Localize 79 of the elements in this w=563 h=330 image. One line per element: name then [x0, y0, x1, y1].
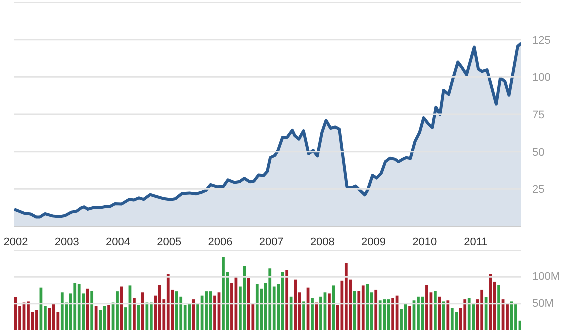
bar [442, 302, 446, 330]
bar [450, 308, 454, 330]
bar [294, 280, 297, 330]
x-tick-label: 2006 [208, 236, 233, 248]
bar [188, 304, 192, 330]
bar [90, 291, 94, 330]
bar [464, 300, 467, 330]
bar [116, 292, 119, 330]
bar [290, 296, 293, 330]
bar [74, 283, 77, 330]
bar [78, 284, 81, 330]
bar [353, 291, 356, 330]
bar [302, 302, 306, 330]
bar [417, 296, 420, 330]
y-tick-label: 100 [532, 72, 551, 84]
bar [455, 312, 458, 330]
bar [268, 268, 272, 330]
x-tick-label: 2009 [362, 236, 386, 248]
bar [320, 296, 322, 330]
bar [446, 300, 450, 330]
bar [383, 300, 386, 330]
bar [374, 290, 378, 330]
x-tick-label: 2003 [54, 236, 80, 248]
x-tick-label: 2004 [106, 236, 130, 248]
y-tick-label: 25 [532, 184, 545, 196]
bar [36, 310, 38, 330]
bar [222, 257, 225, 330]
bar [27, 302, 30, 330]
x-tick-label: 2010 [412, 236, 438, 248]
bar [205, 292, 208, 330]
x-tick-label: 2008 [310, 236, 335, 248]
y-tick-label: 100M [532, 271, 560, 284]
bar [484, 297, 488, 330]
bar [378, 300, 382, 330]
x-tick-label: 2011 [464, 236, 488, 248]
bar [133, 298, 136, 330]
bar [243, 266, 246, 330]
bar [150, 302, 153, 330]
x-tick-label: 2002 [4, 236, 28, 248]
y-tick-label: 125 [532, 34, 551, 47]
bar [86, 288, 90, 330]
bar [175, 292, 178, 330]
bar [247, 278, 250, 330]
bar [498, 285, 500, 330]
bar [434, 291, 437, 330]
y-tick-label: 50M [532, 298, 554, 310]
x-tick-label: 2005 [157, 236, 182, 248]
bar [166, 274, 170, 330]
bar [52, 304, 56, 330]
bar [311, 298, 314, 330]
bar [514, 304, 518, 330]
bar [328, 294, 331, 330]
bar [158, 285, 162, 330]
bar [438, 296, 442, 330]
bar [192, 300, 196, 330]
x-tick-label: 2007 [259, 236, 284, 248]
bar [281, 272, 284, 330]
bar [426, 285, 428, 330]
bar [108, 305, 110, 330]
bar [60, 292, 64, 330]
bar [480, 290, 484, 330]
y-tick-label: 75 [532, 110, 545, 122]
bar [387, 300, 390, 330]
bar [362, 286, 365, 330]
bar [286, 270, 289, 330]
y-tick-label: 50 [532, 146, 545, 159]
bar [256, 284, 259, 330]
bar [468, 298, 471, 330]
bar [142, 292, 144, 330]
bar [214, 296, 216, 330]
bar [48, 308, 52, 330]
bar [366, 284, 370, 330]
bar [408, 306, 412, 330]
bar [99, 310, 102, 330]
bar [146, 302, 149, 330]
bar [94, 306, 98, 330]
bar [392, 298, 394, 330]
bar [489, 274, 492, 330]
bar [344, 263, 348, 330]
